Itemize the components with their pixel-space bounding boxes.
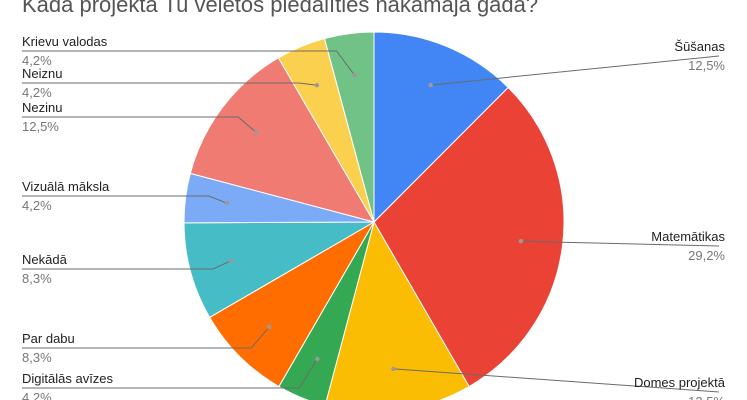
leader-dot-digitalas-avizes — [315, 356, 320, 362]
slice-label-neiznu: Neiznu — [22, 66, 62, 81]
slice-label-nezinu: Nezinu — [22, 100, 62, 115]
pie-slice-susanas — [373, 31, 509, 224]
leader-dot-vizuala-maksla — [224, 201, 230, 206]
slice-value-par-dabu: 8,3% — [22, 350, 52, 365]
pie-slice-krievu-valodas — [323, 31, 375, 223]
chart-title: Kādā projektā Tu vēlētos piedalīties nāk… — [22, 0, 538, 17]
leader-dot-neiznu — [314, 83, 320, 88]
leader-dot-par-dabu — [267, 324, 272, 330]
leader-dot-nekada — [228, 258, 234, 263]
pie-slice-nezinu — [189, 57, 376, 223]
pie-slice-matematikas — [373, 86, 565, 388]
leader-dot-nezinu — [253, 130, 259, 135]
leader-line-domes-projekta — [393, 368, 720, 393]
slice-value-domes-projekta: 12,5% — [688, 394, 725, 400]
leader-line-nekada — [22, 260, 232, 270]
leader-dot-susanas — [428, 82, 433, 88]
slice-value-digitalas-avizes: 4,2% — [22, 390, 52, 400]
slice-value-krievu-valodas: 4,2% — [22, 53, 52, 68]
leader-line-vizuala-maksla — [22, 195, 228, 204]
slice-value-matematikas: 29,2% — [688, 248, 725, 263]
leader-line-matematikas — [520, 240, 720, 247]
leader-line-par-dabu — [22, 326, 270, 349]
leader-line-nezinu — [22, 116, 257, 133]
slice-label-par-dabu: Par dabu — [22, 331, 75, 346]
pie-slice-par-dabu — [208, 220, 376, 388]
slice-label-vizuala-maksla: Vizuālā māksla — [22, 179, 110, 194]
leader-line-krievu-valodas — [22, 50, 355, 76]
leader-dot-matematikas — [518, 239, 524, 244]
leader-line-neiznu — [22, 82, 317, 86]
leader-dot-domes-projekta — [391, 366, 396, 372]
slice-label-nekada: Nekādā — [22, 252, 68, 267]
leader-line-susanas — [430, 55, 720, 86]
slice-label-digitalas-avizes: Digitālās avīzes — [22, 371, 114, 386]
slice-value-nekada: 8,3% — [22, 271, 52, 286]
leader-line-digitalas-avizes — [22, 358, 318, 389]
leader-dot-krievu-valodas — [352, 72, 357, 78]
slice-value-neiznu: 4,2% — [22, 85, 52, 100]
pie-slices — [183, 31, 565, 400]
pie-labels: Šūšanas 12,5% Matemātikas 29,2% Domes projek… — [22, 34, 726, 400]
slice-value-susanas: 12,5% — [688, 58, 725, 73]
slice-label-domes-projekta: Domes projektā — [634, 375, 726, 390]
slice-value-nezinu: 12,5% — [22, 119, 59, 134]
slice-label-matematikas: Matemātikas — [651, 229, 725, 244]
slice-label-susanas: Šūšanas — [674, 39, 725, 54]
slice-label-krievu-valodas: Krievu valodas — [22, 34, 108, 49]
pie-slice-nekada — [183, 221, 376, 319]
slice-value-vizuala-maksla: 4,2% — [22, 198, 52, 213]
